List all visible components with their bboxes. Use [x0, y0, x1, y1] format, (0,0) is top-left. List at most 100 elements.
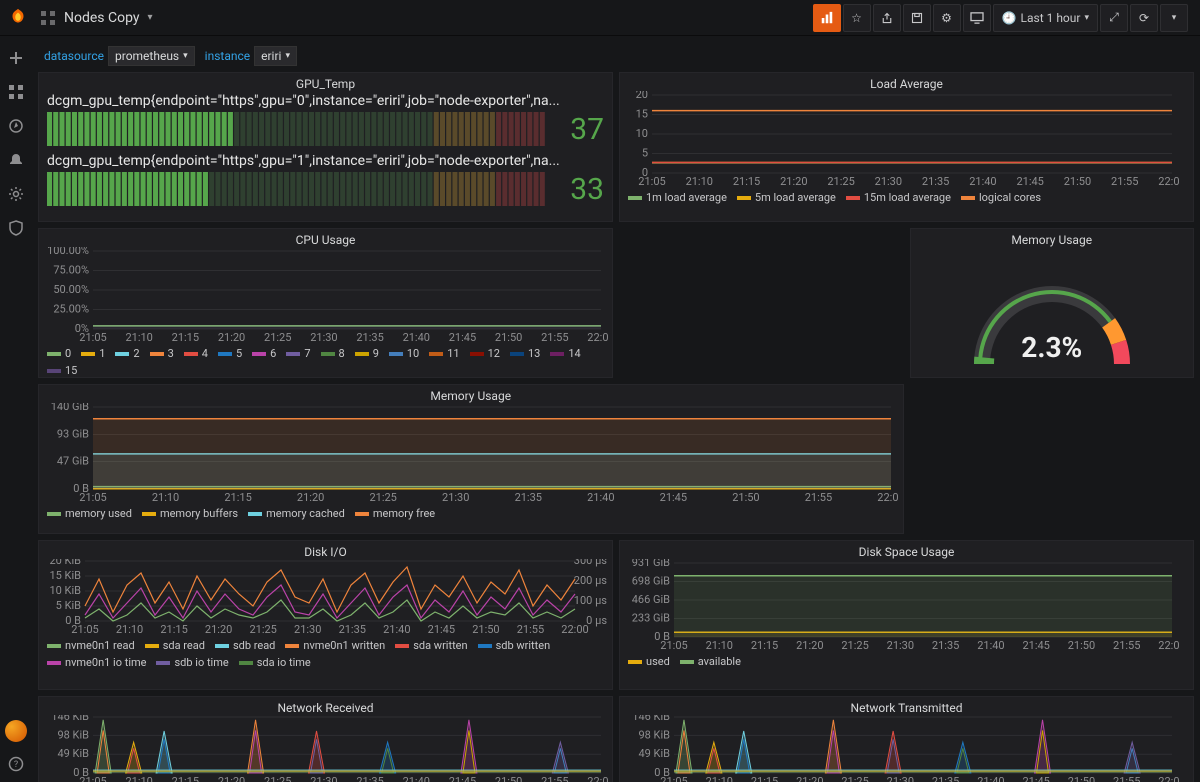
- legend-item[interactable]: 10: [389, 347, 419, 360]
- gpu-bargauge: [47, 172, 546, 206]
- chevron-down-icon: ▾: [1084, 13, 1089, 23]
- svg-text:22:00: 22:00: [561, 623, 588, 635]
- panel-net-tx[interactable]: Network Transmitted 0 B49 KiB98 KiB146 K…: [619, 696, 1194, 782]
- legend-item[interactable]: sda written: [395, 639, 467, 652]
- panel-disk-io[interactable]: Disk I/O 0 B5 KiB10 KiB15 KiB20 KiB21:05…: [38, 540, 613, 690]
- svg-text:21:25: 21:25: [827, 175, 854, 187]
- apps-icon[interactable]: [8, 84, 24, 100]
- svg-text:21:10: 21:10: [125, 331, 152, 343]
- var-datasource-picker[interactable]: prometheus▾: [108, 46, 195, 66]
- svg-text:931 GiB: 931 GiB: [632, 559, 670, 569]
- time-label: Last 1 hour: [1021, 11, 1081, 25]
- legend-item[interactable]: 15: [47, 364, 77, 377]
- legend-swatch: [156, 661, 170, 665]
- legend-item[interactable]: 14: [550, 347, 580, 360]
- var-instance-picker[interactable]: eriri▾: [254, 46, 297, 66]
- panel-gpu-temp[interactable]: GPU_Temp dcgm_gpu_temp{endpoint="https",…: [38, 72, 613, 222]
- bell-icon[interactable]: [8, 152, 24, 168]
- legend-item[interactable]: 1: [81, 347, 105, 360]
- legend-item[interactable]: nvme0n1 read: [47, 639, 135, 652]
- svg-text:22:00: 22:00: [587, 775, 609, 782]
- star-button[interactable]: ☆: [843, 4, 871, 32]
- legend-item[interactable]: 5m load average: [737, 191, 836, 204]
- legend-item[interactable]: used: [628, 655, 670, 668]
- save-icon: [911, 12, 923, 24]
- shield-icon[interactable]: [8, 220, 24, 236]
- svg-text:21:55: 21:55: [1111, 175, 1138, 187]
- share-button[interactable]: [873, 4, 901, 32]
- save-button[interactable]: [903, 4, 931, 32]
- legend-item[interactable]: 2: [115, 347, 139, 360]
- panel-title: Disk I/O: [39, 541, 612, 559]
- legend-item[interactable]: sda read: [145, 639, 205, 652]
- compass-icon[interactable]: [8, 118, 24, 134]
- legend-item[interactable]: 4: [184, 347, 208, 360]
- legend-item[interactable]: 8: [321, 347, 345, 360]
- legend-item[interactable]: 5: [218, 347, 242, 360]
- svg-text:21:35: 21:35: [356, 775, 383, 782]
- svg-text:21:50: 21:50: [472, 623, 499, 635]
- plus-icon[interactable]: [8, 50, 24, 66]
- legend-item[interactable]: 9: [355, 347, 379, 360]
- tv-mode-button[interactable]: [963, 4, 991, 32]
- legend-item[interactable]: nvme0n1 written: [285, 639, 385, 652]
- svg-text:21:40: 21:40: [969, 175, 996, 187]
- legend-item[interactable]: memory free: [355, 507, 435, 520]
- svg-text:21:10: 21:10: [152, 491, 179, 503]
- svg-text:15 KiB: 15 KiB: [49, 569, 81, 582]
- avatar[interactable]: [5, 720, 27, 742]
- svg-text:21:10: 21:10: [116, 623, 143, 635]
- legend-item[interactable]: 12: [470, 347, 500, 360]
- legend-item[interactable]: sdb written: [478, 639, 551, 652]
- var-datasource-label: datasource: [44, 49, 104, 63]
- legend-item[interactable]: sdb io time: [156, 656, 228, 669]
- legend-item[interactable]: 3: [150, 347, 174, 360]
- legend-item[interactable]: 7: [286, 347, 310, 360]
- legend-item[interactable]: memory buffers: [142, 507, 238, 520]
- svg-text:98 KiB: 98 KiB: [638, 728, 670, 741]
- svg-text:21:10: 21:10: [686, 175, 713, 187]
- svg-text:21:20: 21:20: [796, 775, 823, 782]
- legend-item[interactable]: 11: [429, 347, 459, 360]
- grafana-logo[interactable]: [2, 2, 34, 34]
- legend-item[interactable]: 0: [47, 347, 71, 360]
- svg-text:21:40: 21:40: [587, 491, 614, 503]
- legend-item[interactable]: available: [680, 655, 741, 668]
- refresh-icon: ⟳: [1139, 11, 1149, 25]
- breadcrumb[interactable]: Nodes Copy ▾: [40, 10, 153, 26]
- zoom-out-button[interactable]: ⤢: [1100, 4, 1128, 32]
- legend-item[interactable]: 13: [510, 347, 540, 360]
- svg-text:20 KiB: 20 KiB: [49, 559, 81, 567]
- legend-swatch: [47, 512, 61, 516]
- svg-text:50.00%: 50.00%: [53, 283, 89, 296]
- gpu-metric-label: dcgm_gpu_temp{endpoint="https",gpu="0",i…: [47, 93, 604, 109]
- refresh-interval-button[interactable]: ▾: [1160, 4, 1188, 32]
- gear-icon[interactable]: [8, 186, 24, 202]
- svg-text:21:20: 21:20: [796, 639, 823, 651]
- legend-swatch: [429, 352, 443, 356]
- legend-item[interactable]: memory used: [47, 507, 132, 520]
- help-icon[interactable]: ?: [8, 756, 24, 772]
- legend-item[interactable]: nvme0n1 io time: [47, 656, 146, 669]
- panel-disk-space[interactable]: Disk Space Usage 0 B233 GiB466 GiB698 Gi…: [619, 540, 1194, 690]
- panel-mem-gauge[interactable]: Memory Usage 2.3%: [910, 228, 1195, 378]
- legend-item[interactable]: 15m load average: [846, 191, 951, 204]
- legend-item[interactable]: 6: [252, 347, 276, 360]
- settings-button[interactable]: ⚙: [933, 4, 961, 32]
- panel-load-avg[interactable]: Load Average 0510152021:0521:1021:1521:2…: [619, 72, 1194, 222]
- svg-text:21:05: 21:05: [660, 639, 687, 651]
- legend-item[interactable]: sda io time: [239, 656, 311, 669]
- zoom-out-icon: ⤢: [1109, 10, 1119, 25]
- panel-net-rx[interactable]: Network Received 0 B49 KiB98 KiB146 KiB2…: [38, 696, 613, 782]
- panel-cpu-usage[interactable]: CPU Usage 0%25.00%50.00%75.00%100.00%21:…: [38, 228, 613, 378]
- time-picker[interactable]: 🕘 Last 1 hour ▾: [993, 4, 1098, 32]
- panel-mem-usage[interactable]: Memory Usage 0 B47 GiB93 GiB140 GiB21:05…: [38, 384, 904, 534]
- refresh-button[interactable]: ⟳: [1130, 4, 1158, 32]
- panel-add-button[interactable]: [813, 4, 841, 32]
- legend-item[interactable]: logical cores: [961, 191, 1041, 204]
- svg-text:200 µs: 200 µs: [574, 574, 608, 587]
- svg-text:10: 10: [636, 127, 648, 140]
- legend-item[interactable]: sdb read: [215, 639, 275, 652]
- legend-item[interactable]: 1m load average: [628, 191, 727, 204]
- legend-item[interactable]: memory cached: [248, 507, 345, 520]
